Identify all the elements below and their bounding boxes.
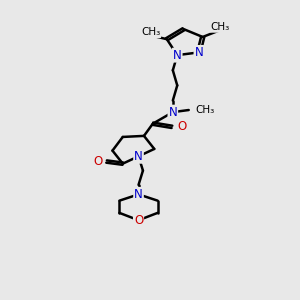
Text: O: O (93, 155, 102, 168)
Text: N: N (134, 188, 143, 201)
Text: CH₃: CH₃ (141, 27, 160, 37)
Text: CH₃: CH₃ (211, 22, 230, 32)
Text: N: N (173, 49, 182, 62)
Text: N: N (194, 46, 203, 59)
Text: N: N (134, 150, 143, 163)
Text: O: O (178, 120, 187, 133)
Text: CH₃: CH₃ (196, 105, 215, 115)
Text: O: O (134, 214, 143, 227)
Text: N: N (169, 106, 177, 118)
